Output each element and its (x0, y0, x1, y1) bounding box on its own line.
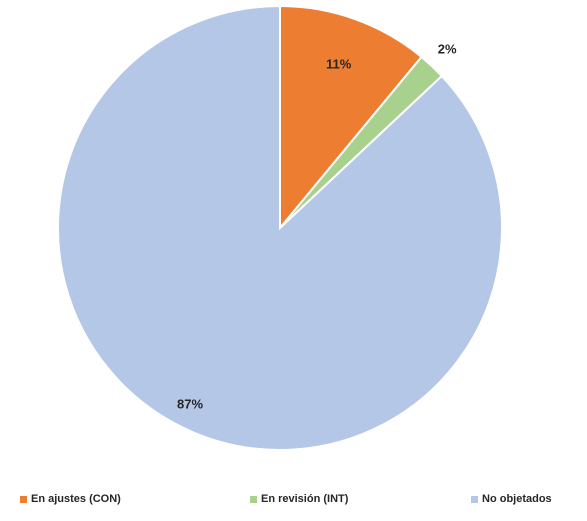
legend-label-en-ajustes: En ajustes (CON) (31, 493, 121, 505)
legend-label-no-objetados: No objetados (482, 493, 552, 505)
pie-slice-en-ajustes (279, 4, 423, 231)
legend-item-en-revision: En revisión (INT) (250, 493, 348, 505)
chart-legend: En ajustes (CON) En revisión (INT) No ob… (0, 493, 587, 513)
legend-swatch-en-revision (250, 495, 257, 503)
legend-label-en-revision: En revisión (INT) (261, 493, 349, 505)
legend-swatch-en-ajustes (20, 495, 27, 503)
legend-item-no-objetados: No objetados (471, 493, 552, 505)
data-label-no-objetados: 87% (177, 396, 203, 411)
data-label-en-ajustes: 11% (326, 57, 352, 72)
legend-item-en-ajustes: En ajustes (CON) (20, 493, 121, 505)
pie-slice-no-objetados (57, 4, 503, 451)
legend-swatch-no-objetados (471, 495, 478, 503)
data-label-en-revision: 2% (438, 41, 457, 56)
